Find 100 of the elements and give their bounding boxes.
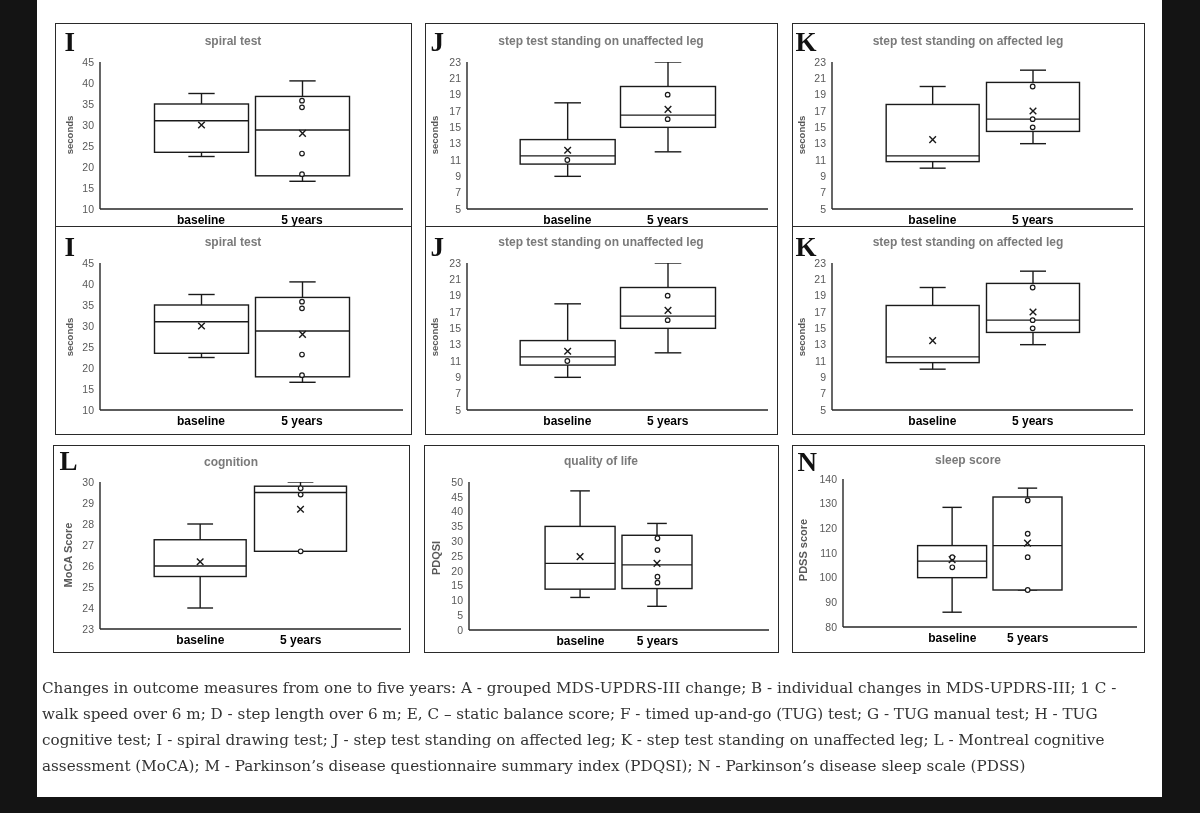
y-tick-label: 19 (813, 87, 826, 100)
x-tick-label: baseline (907, 413, 957, 428)
y-tick-label: 45 (81, 55, 94, 68)
y-tick-label: 100 (818, 570, 837, 583)
y-tick-label: 21 (813, 272, 826, 285)
y-tick-label: 25 (81, 340, 94, 353)
y-axis-title: seconds (428, 317, 440, 356)
x-tick-label: 5 years (646, 212, 689, 227)
y-tick-label: 140 (818, 472, 837, 485)
chart-title: sleep score (934, 452, 1002, 467)
text: K (795, 26, 817, 57)
y-tick-label: 45 (81, 256, 94, 269)
text: J (430, 231, 444, 262)
y-tick-label: 5 (454, 403, 461, 416)
y-tick-label: 9 (454, 169, 461, 182)
y-tick-label: 45 (450, 490, 463, 503)
x-tick-label: baseline (176, 413, 225, 428)
y-tick-label: 25 (450, 549, 463, 562)
text: N (797, 446, 817, 477)
y-tick-label: 13 (448, 136, 461, 149)
y-tick-label: 30 (81, 118, 94, 131)
y-tick-label: 15 (450, 578, 463, 591)
y-axis-title: seconds (795, 115, 807, 154)
y-tick-label: 26 (81, 559, 94, 572)
y-tick-label: 30 (81, 475, 94, 488)
y-tick-label: 20 (81, 361, 94, 374)
x-tick-label: 5 years (280, 212, 323, 227)
y-tick-label: 7 (819, 185, 826, 198)
y-tick-label: 9 (454, 370, 461, 383)
y-tick-label: 90 (824, 595, 837, 608)
x-tick-label: 5 years (1011, 413, 1054, 428)
chart-title: quality of life (563, 453, 638, 468)
y-tick-label: 15 (81, 181, 94, 194)
y-tick-label: 19 (448, 288, 461, 301)
text: Changes in outcome measures from one to five years: A - grouped MDS-UPDRS-III change; B - individual changes in MDS-UPDRS-III; 1 C - walk speed over 6 m; D - step length over 6 m; E, C – static balance score; F - timed up-and-go (TUG) test; G - TUG manual test; H - TUG cognitive test; I - spiral drawing test; J - step test standing on affected leg; K - step test standing on unaffected leg; L - Montreal cognitive assessment (MoCA); M - Parkinson’s disease questionnaire summary index (PDQSI); N - Parkinson’s disease sleep scale (PDSS) (42, 678, 1118, 777)
y-tick-label: 25 (81, 139, 94, 152)
y-tick-label: 23 (813, 256, 826, 269)
y-tick-label: 23 (81, 622, 94, 635)
y-axis-title: seconds (428, 115, 440, 154)
chart-title: step test standing on affected leg (872, 234, 1064, 249)
y-tick-label: 17 (448, 104, 461, 117)
y-tick-label: 19 (813, 288, 826, 301)
y-tick-label: 20 (81, 160, 94, 173)
y-tick-label: 13 (813, 337, 826, 350)
y-tick-label: 35 (450, 519, 463, 532)
y-tick-label: 0 (456, 623, 463, 636)
y-tick-label: 9 (819, 169, 826, 182)
y-tick-label: 120 (818, 521, 837, 534)
x-tick-label: 5 years (636, 633, 678, 648)
y-tick-label: 21 (448, 272, 461, 285)
x-tick-label: baseline (176, 212, 225, 227)
y-tick-label: 50 (450, 475, 463, 488)
y-tick-label: 40 (81, 277, 94, 290)
y-tick-label: 23 (448, 256, 461, 269)
y-tick-label: 10 (81, 202, 94, 215)
x-tick-label: baseline (927, 630, 977, 645)
y-tick-label: 11 (814, 153, 826, 166)
y-tick-label: 7 (454, 185, 461, 198)
y-tick-label: 130 (818, 496, 837, 509)
y-tick-label: 40 (81, 76, 94, 89)
y-tick-label: 7 (819, 386, 826, 399)
chart-title: spiral test (204, 33, 262, 48)
y-tick-label: 10 (450, 593, 463, 606)
x-tick-label: baseline (542, 413, 592, 428)
x-tick-label: 5 years (280, 413, 323, 428)
text: I (64, 26, 76, 57)
y-tick-label: 5 (456, 608, 463, 621)
y-axis-title: seconds (795, 317, 807, 356)
y-tick-label: 15 (813, 321, 826, 334)
x-tick-label: baseline (175, 632, 225, 647)
chart-title: spiral test (204, 234, 262, 249)
y-tick-label: 15 (448, 120, 461, 133)
y-tick-label: 110 (819, 546, 837, 559)
y-tick-label: 40 (450, 504, 463, 517)
y-tick-label: 5 (819, 202, 826, 215)
x-tick-label: 5 years (1006, 630, 1049, 645)
chart-title: step test standing on unaffected leg (498, 234, 704, 249)
y-tick-label: 17 (448, 305, 461, 318)
x-tick-label: 5 years (1011, 212, 1054, 227)
x-tick-label: baseline (556, 633, 605, 648)
text: I (64, 231, 76, 262)
y-tick-label: 15 (81, 382, 94, 395)
y-tick-label: 35 (81, 97, 94, 110)
y-tick-label: 30 (81, 319, 94, 332)
y-tick-label: 11 (814, 354, 826, 367)
y-tick-label: 17 (813, 305, 826, 318)
y-tick-label: 10 (81, 403, 94, 416)
text: L (59, 445, 78, 476)
x-tick-label: 5 years (279, 632, 322, 647)
y-tick-label: 11 (449, 153, 461, 166)
y-tick-label: 35 (81, 298, 94, 311)
y-tick-label: 19 (448, 87, 461, 100)
y-tick-label: 21 (813, 71, 826, 84)
text: J (430, 26, 444, 57)
chart-title: step test standing on affected leg (872, 33, 1064, 48)
y-tick-label: 13 (448, 337, 461, 350)
y-tick-label: 5 (819, 403, 826, 416)
y-tick-label: 17 (813, 104, 826, 117)
y-axis-title: seconds (63, 317, 75, 356)
y-tick-label: 21 (448, 71, 461, 84)
